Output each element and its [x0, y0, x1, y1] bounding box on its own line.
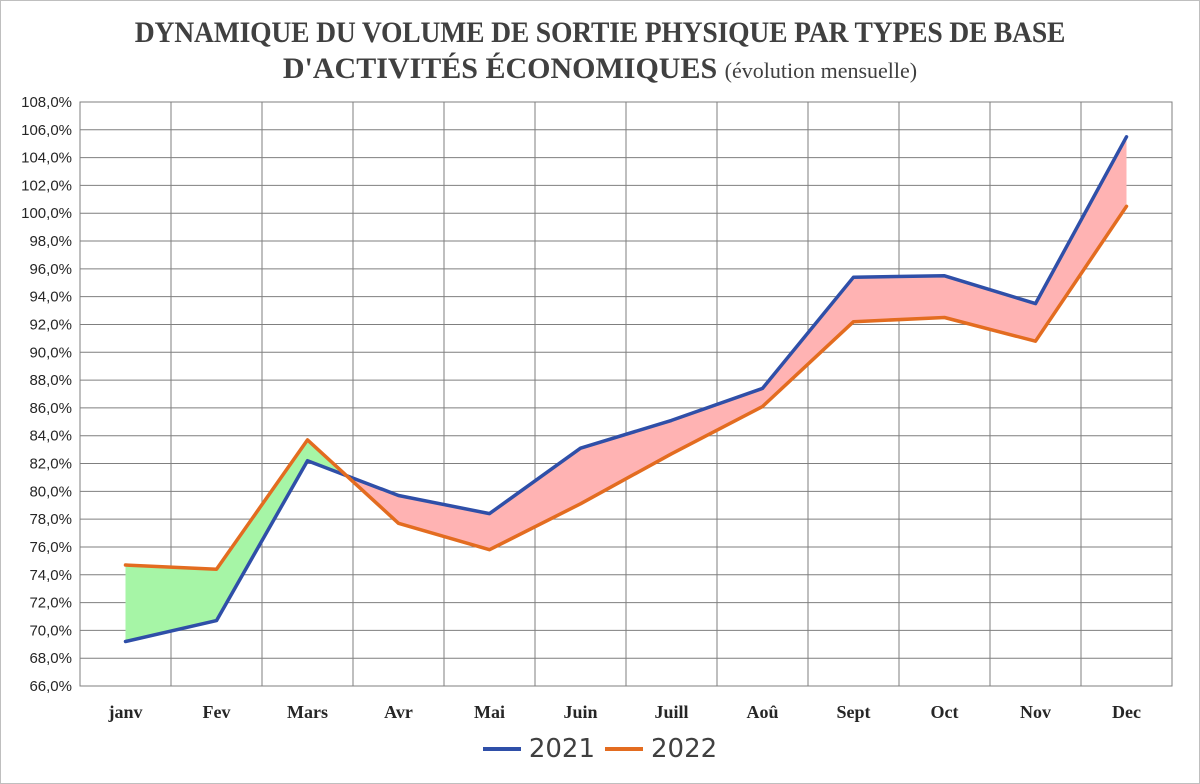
x-tick-label: janv	[107, 702, 142, 722]
series-line-2022	[123, 204, 1129, 571]
legend-label-2021: 2021	[528, 734, 595, 764]
legend-swatch-2021	[482, 747, 521, 751]
y-tick-label: 108,0%	[21, 94, 72, 111]
y-tick-label: 74,0%	[29, 567, 72, 584]
legend-item-2021: 2021	[482, 734, 595, 764]
y-tick-label: 70,0%	[29, 622, 72, 639]
y-tick-label: 68,0%	[29, 650, 72, 667]
x-tick-label: Juin	[563, 702, 597, 722]
y-tick-label: 82,0%	[29, 456, 72, 473]
x-tick-label: Juill	[654, 702, 688, 722]
series-line-2021	[123, 135, 1129, 644]
y-tick-label: 86,0%	[29, 400, 72, 417]
y-tick-label: 92,0%	[29, 316, 72, 333]
x-tick-label: Mai	[474, 702, 505, 722]
fill-area-2021-above	[580, 420, 672, 504]
y-tick-label: 94,0%	[29, 289, 72, 306]
x-tick-label: Nov	[1020, 702, 1051, 722]
x-tick-label: Dec	[1112, 702, 1141, 722]
y-tick-label: 88,0%	[29, 372, 72, 389]
fill-area-2021-above	[398, 495, 490, 550]
legend: 2021 2022	[0, 734, 1200, 764]
y-tick-label: 96,0%	[29, 261, 72, 278]
fill-area-2021-above	[762, 277, 854, 407]
y-tick-label: 104,0%	[21, 150, 72, 167]
y-tick-label: 84,0%	[29, 428, 72, 445]
fill-area-2021-above	[489, 448, 581, 550]
y-tick-label: 90,0%	[29, 344, 72, 361]
y-tick-label: 78,0%	[29, 511, 72, 528]
y-tick-label: 80,0%	[29, 483, 72, 500]
fill-area-2022-above	[125, 565, 217, 642]
x-tick-label: Mars	[287, 702, 328, 722]
legend-swatch-2022	[605, 747, 643, 751]
x-tick-label: Fev	[203, 702, 231, 722]
x-tick-label: Oct	[931, 702, 959, 722]
chart-title-line2: D'ACTIVITÉS ÉCONOMIQUES (évolution mensu…	[0, 52, 1200, 86]
y-tick-label: 72,0%	[29, 595, 72, 612]
fill-area-2021-above	[671, 388, 763, 454]
x-tick-label: Sept	[836, 702, 870, 722]
fill-area-2022-above	[216, 439, 308, 621]
x-tick-label: Avr	[384, 702, 413, 722]
x-tick-label: Aoû	[746, 702, 778, 722]
y-tick-label: 102,0%	[21, 177, 72, 194]
fill-area-2021-above	[1035, 136, 1127, 342]
fill-area-2021-above	[944, 275, 1036, 342]
y-tick-label: 66,0%	[29, 678, 72, 695]
legend-label-2022: 2022	[651, 734, 718, 764]
legend-item-2022: 2022	[605, 734, 717, 764]
plot-border	[79, 101, 1173, 687]
y-tick-label: 100,0%	[21, 205, 72, 222]
y-tick-label: 98,0%	[29, 233, 72, 250]
y-tick-label: 106,0%	[21, 122, 72, 139]
chart-title-line2-text: D'ACTIVITÉS ÉCONOMIQUES	[282, 52, 718, 85]
chart-title-line1: DYNAMIQUE DU VOLUME DE SORTIE PHYSIQUE P…	[134, 16, 1066, 49]
y-tick-label: 76,0%	[29, 539, 72, 556]
chart-subtitle: (évolution mensuelle)	[724, 58, 918, 83]
fill-area-2021-above	[853, 275, 945, 322]
